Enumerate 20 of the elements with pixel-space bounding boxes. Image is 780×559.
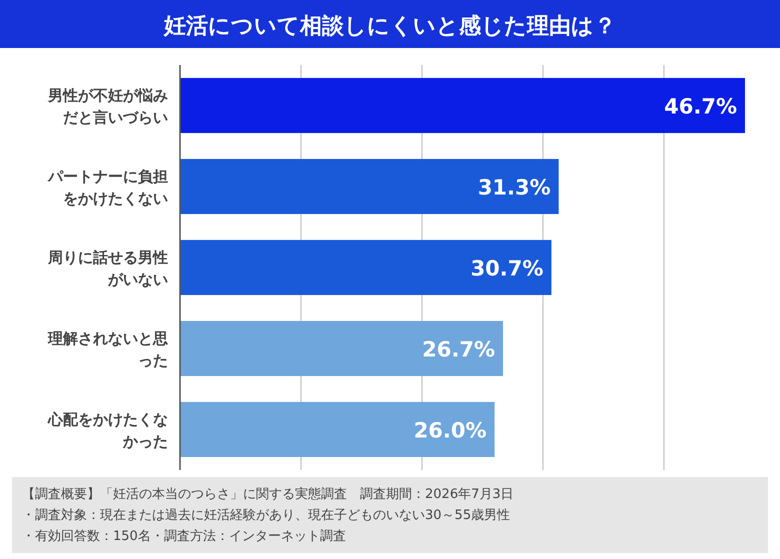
data-label: 46.7% — [664, 94, 737, 118]
text: 【調査概要】「妊活の本当のつらさ」に関する実態調査 調査期間：2026年7月3日 — [22, 486, 514, 502]
data-label: 26.7% — [422, 338, 496, 362]
y-tick-label: 心配をかけたくなかった — [47, 410, 168, 450]
y-tick-label: パートナーに負担をかけたくない — [47, 168, 168, 208]
data-label: 30.7% — [470, 256, 544, 280]
bar — [180, 320, 504, 376]
chart-title: 妊活について相談しにくいと感じた理由は？ — [163, 14, 616, 39]
y-tick-label: 周りに話せる男性がいない — [47, 248, 168, 288]
title-band: 妊活について相談しにくいと感じた理由は？ — [0, 0, 780, 48]
bar — [180, 402, 495, 458]
text: ・有効回答数：150名・調査方法：インターネット調査 — [22, 528, 346, 544]
bar — [180, 78, 745, 134]
text: ・調査対象：現在または過去に妊活経験があり、現在子どものいない30～55歳男性 — [22, 507, 510, 523]
bar — [180, 158, 559, 214]
bar — [180, 240, 552, 296]
data-label: 26.0% — [414, 418, 487, 442]
data-label: 31.3% — [478, 176, 551, 200]
y-tick-label: 男性が不妊が悩みだと言いづらい — [47, 86, 168, 126]
y-tick-label: 理解されないと思った — [47, 330, 168, 370]
